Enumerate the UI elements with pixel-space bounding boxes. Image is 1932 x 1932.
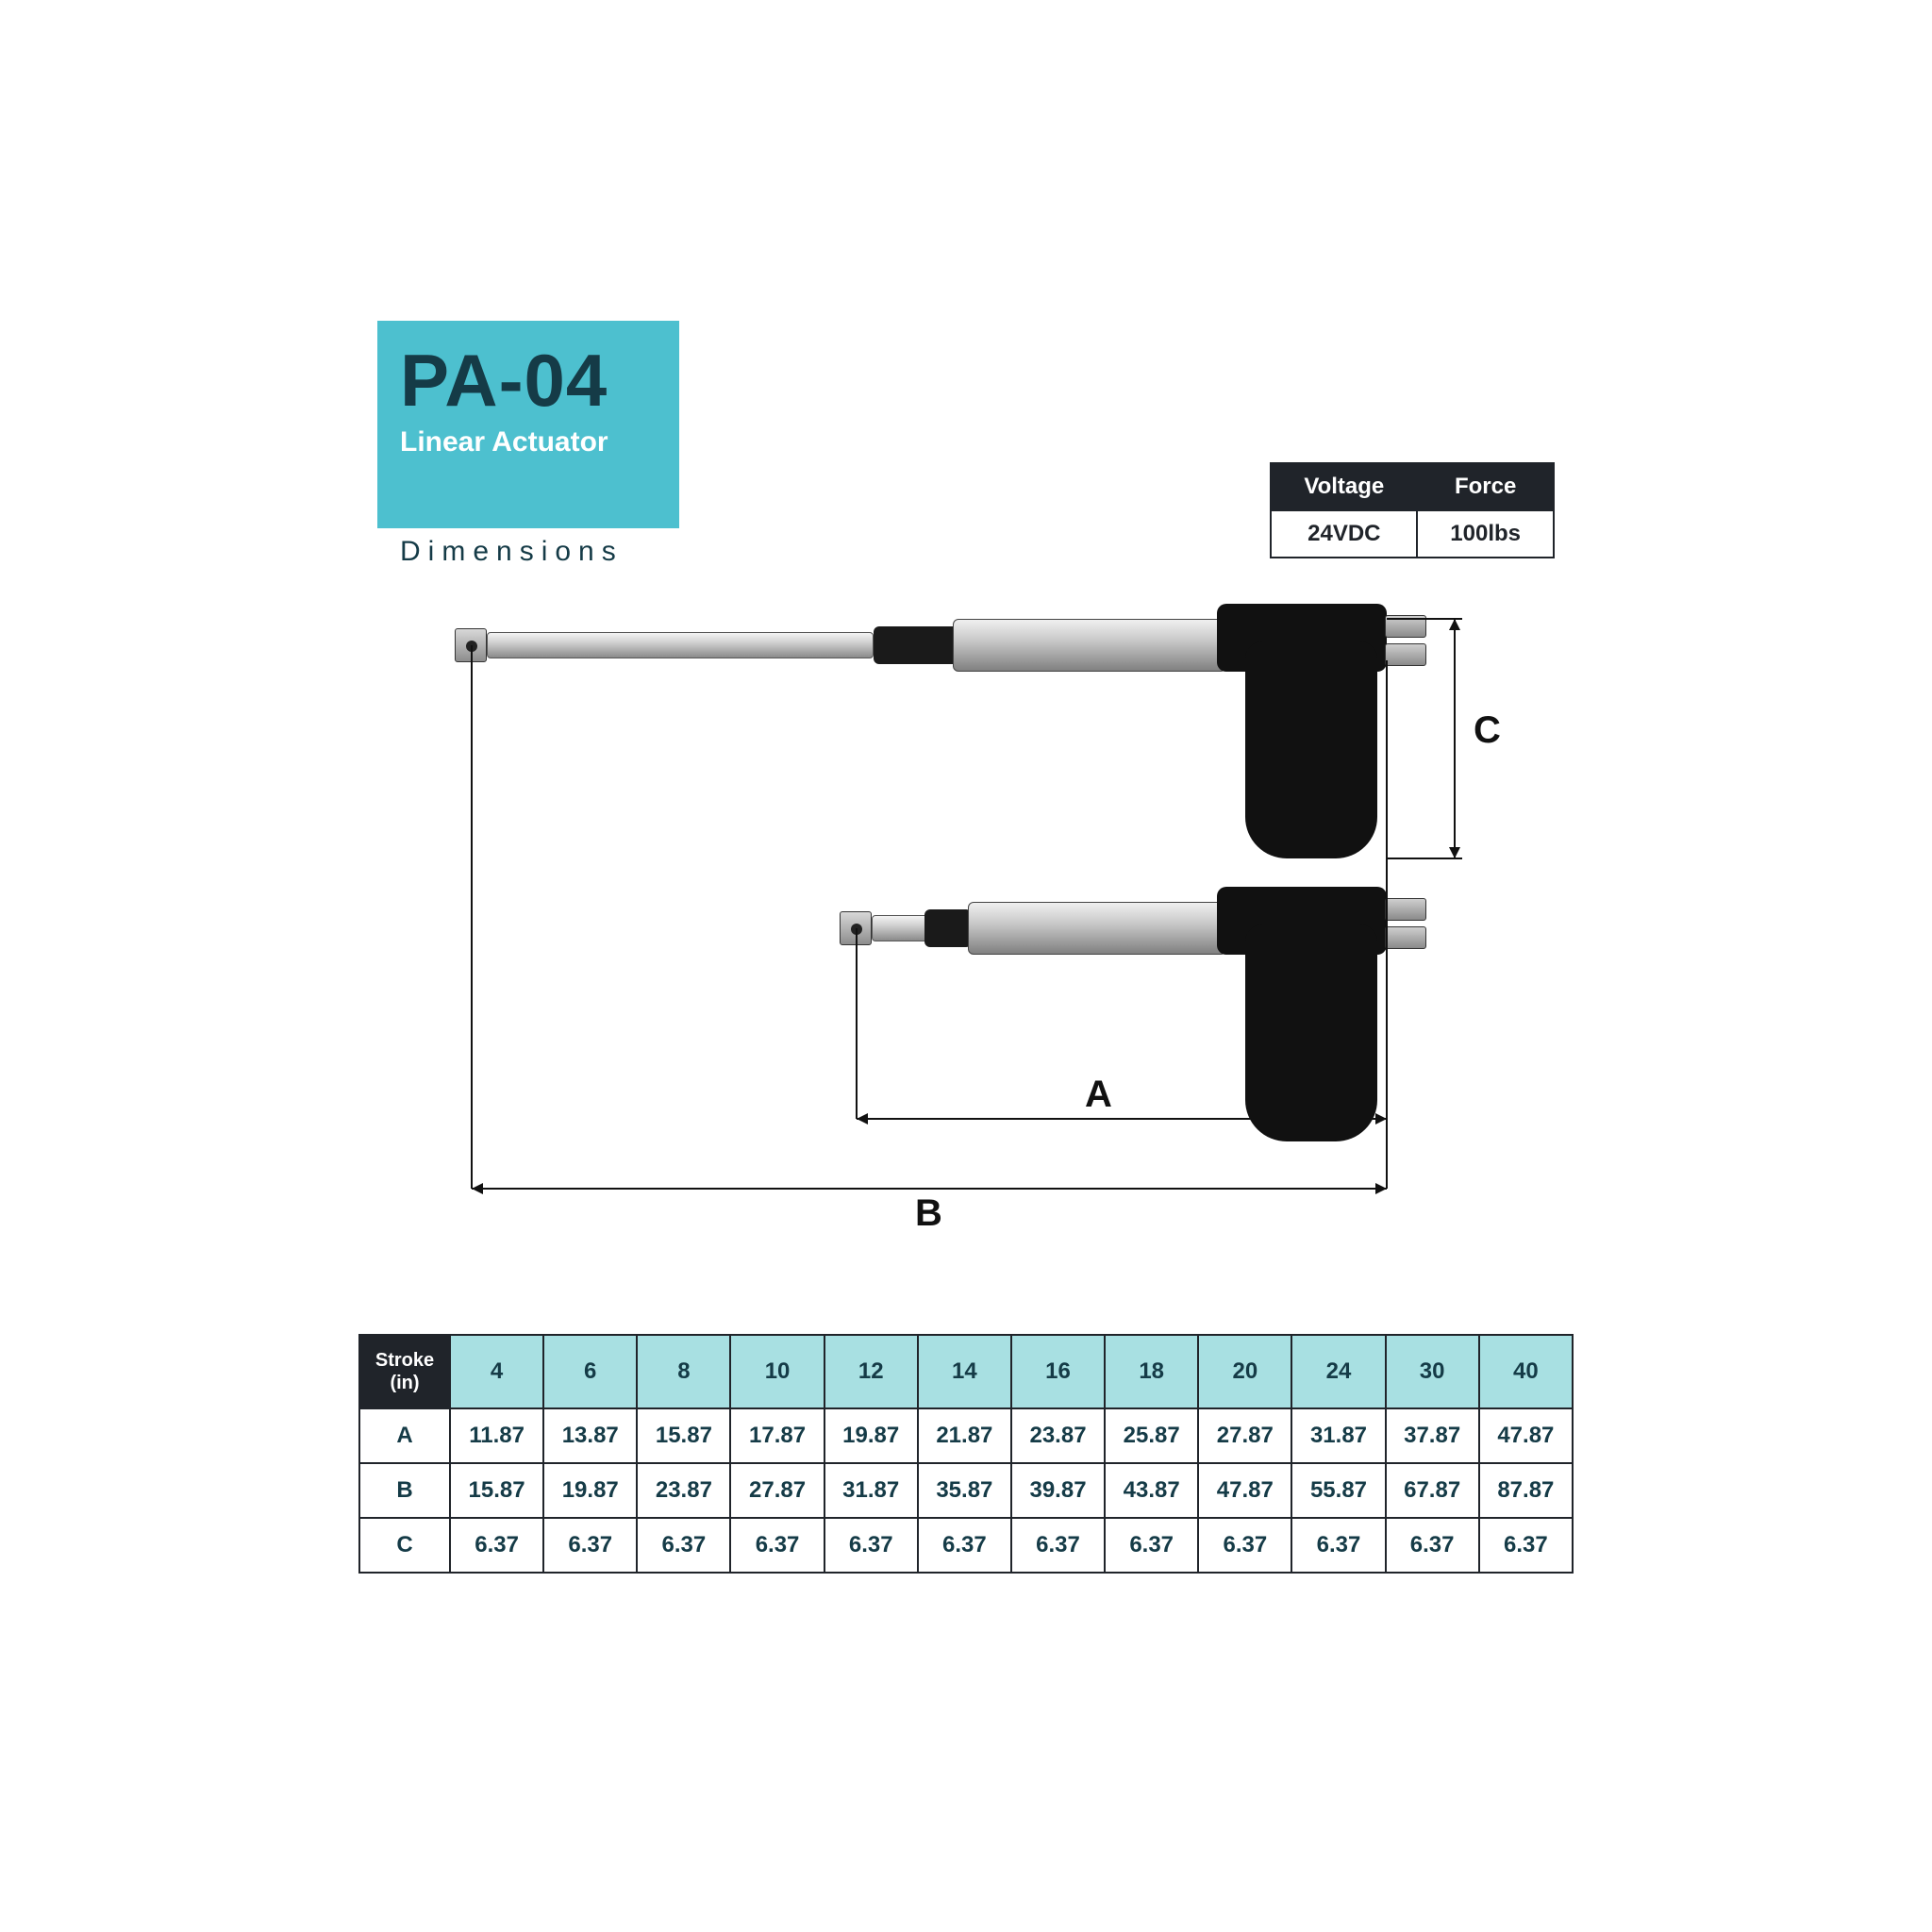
dimension-value: 37.87 (1386, 1408, 1479, 1463)
dimension-value: 23.87 (637, 1463, 730, 1518)
stroke-column: 16 (1011, 1335, 1105, 1408)
spec-header-force: Force (1417, 463, 1554, 510)
table-row: B15.8719.8723.8727.8731.8735.8739.8743.8… (359, 1463, 1573, 1518)
model-number: PA-04 (400, 343, 657, 417)
product-type: Linear Actuator (400, 426, 657, 458)
dimension-diagram: A B C (443, 604, 1491, 1208)
dimension-value: 55.87 (1291, 1463, 1385, 1518)
dimension-c-label: C (1474, 709, 1501, 752)
dimension-value: 21.87 (918, 1408, 1011, 1463)
dimension-value: 13.87 (543, 1408, 637, 1463)
row-label: B (359, 1463, 450, 1518)
dimension-a-label: A (1085, 1074, 1112, 1116)
dimension-value: 87.87 (1479, 1463, 1573, 1518)
stroke-column: 6 (543, 1335, 637, 1408)
spec-sheet: PA-04 Linear Actuator Dimensions Voltage… (321, 321, 1611, 1611)
dimension-b-label: B (915, 1192, 942, 1235)
dimension-value: 17.87 (730, 1408, 824, 1463)
row-label: A (359, 1408, 450, 1463)
dimension-value: 15.87 (450, 1463, 543, 1518)
stroke-column: 40 (1479, 1335, 1573, 1408)
dimension-value: 43.87 (1105, 1463, 1198, 1518)
dimension-value: 6.37 (1291, 1518, 1385, 1573)
stroke-column: 18 (1105, 1335, 1198, 1408)
dimension-value: 6.37 (918, 1518, 1011, 1573)
dimension-value: 19.87 (824, 1408, 918, 1463)
dimensions-table: Stroke(in) 468101214161820243040 A11.871… (358, 1334, 1574, 1574)
dimension-value: 11.87 (450, 1408, 543, 1463)
dimension-value: 25.87 (1105, 1408, 1198, 1463)
dimension-value: 47.87 (1198, 1463, 1291, 1518)
stroke-column: 12 (824, 1335, 918, 1408)
table-row: A11.8713.8715.8717.8719.8721.8723.8725.8… (359, 1408, 1573, 1463)
dimension-value: 47.87 (1479, 1408, 1573, 1463)
dimension-value: 6.37 (543, 1518, 637, 1573)
dimension-value: 6.37 (637, 1518, 730, 1573)
table-row: C6.376.376.376.376.376.376.376.376.376.3… (359, 1518, 1573, 1573)
dimension-value: 39.87 (1011, 1463, 1105, 1518)
dimension-value: 27.87 (1198, 1408, 1291, 1463)
spec-table: Voltage Force 24VDC 100lbs (1270, 462, 1555, 558)
dimension-value: 6.37 (824, 1518, 918, 1573)
dimension-value: 19.87 (543, 1463, 637, 1518)
spec-value-force: 100lbs (1417, 510, 1554, 558)
stroke-column: 14 (918, 1335, 1011, 1408)
stroke-column: 10 (730, 1335, 824, 1408)
dimension-value: 6.37 (450, 1518, 543, 1573)
stroke-column: 20 (1198, 1335, 1291, 1408)
dimension-value: 6.37 (1386, 1518, 1479, 1573)
dimension-value: 27.87 (730, 1463, 824, 1518)
dimension-value: 6.37 (1011, 1518, 1105, 1573)
title-badge: PA-04 Linear Actuator (377, 321, 679, 528)
dimension-value: 31.87 (824, 1463, 918, 1518)
dimension-value: 31.87 (1291, 1408, 1385, 1463)
spec-value-voltage: 24VDC (1271, 510, 1417, 558)
dimension-value: 6.37 (1105, 1518, 1198, 1573)
stroke-header: Stroke(in) (359, 1335, 450, 1408)
dimension-value: 6.37 (1479, 1518, 1573, 1573)
stroke-column: 8 (637, 1335, 730, 1408)
dimension-value: 15.87 (637, 1408, 730, 1463)
stroke-column: 24 (1291, 1335, 1385, 1408)
spec-header-voltage: Voltage (1271, 463, 1417, 510)
stroke-column: 4 (450, 1335, 543, 1408)
row-label: C (359, 1518, 450, 1573)
dimension-value: 6.37 (730, 1518, 824, 1573)
dimensions-label: Dimensions (400, 536, 624, 568)
dimension-value: 67.87 (1386, 1463, 1479, 1518)
dimension-lines (443, 604, 1491, 1208)
stroke-column: 30 (1386, 1335, 1479, 1408)
dimension-value: 6.37 (1198, 1518, 1291, 1573)
dimension-value: 23.87 (1011, 1408, 1105, 1463)
dimension-value: 35.87 (918, 1463, 1011, 1518)
